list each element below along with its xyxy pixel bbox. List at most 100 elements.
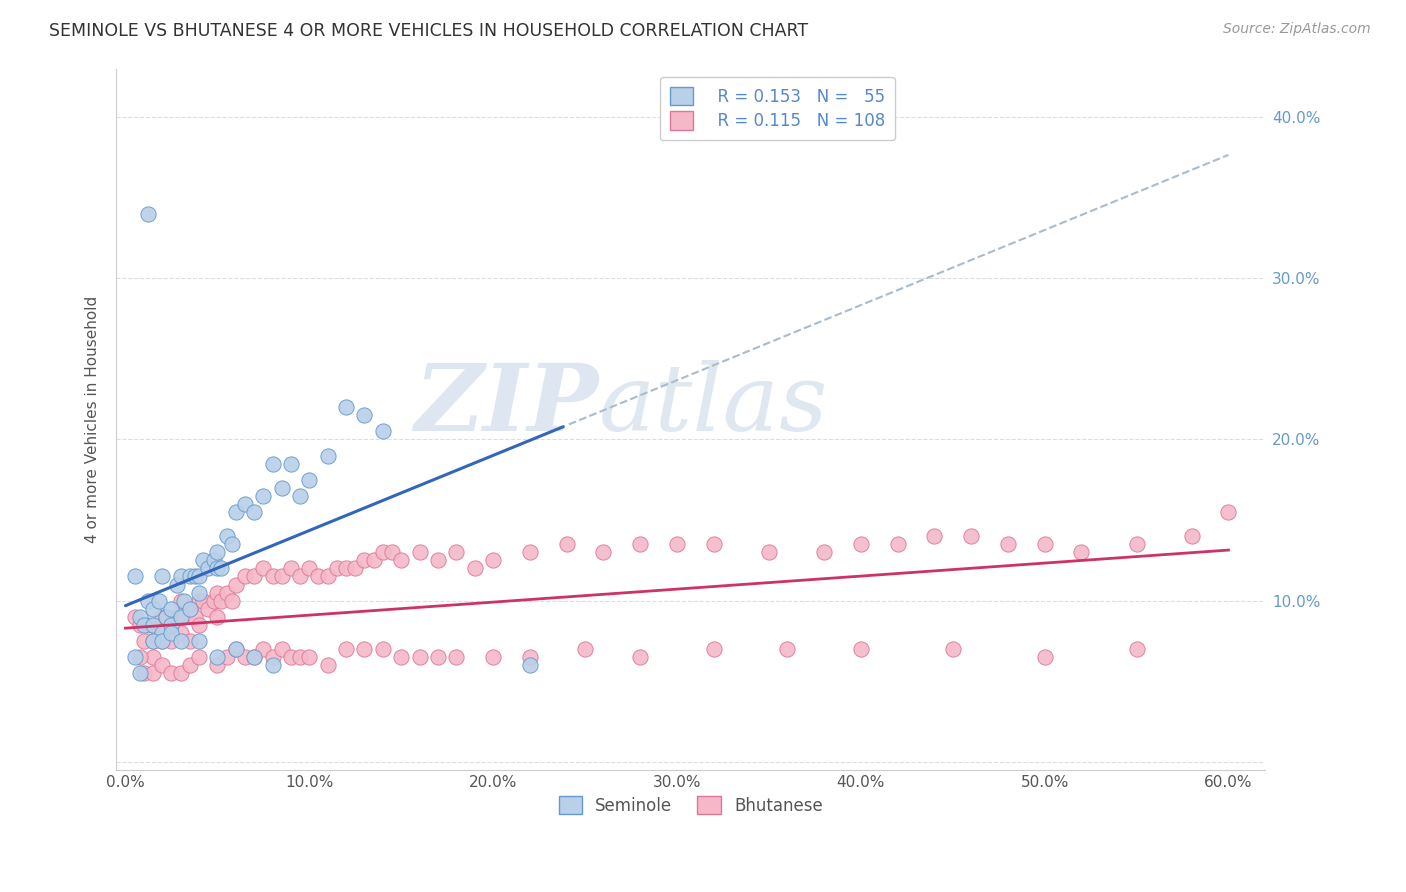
Point (446, 650, 468, 665)
Point (150, 569, 173, 583)
Point (188, 618, 211, 632)
Point (703, 642, 725, 657)
Point (202, 553, 225, 567)
Point (298, 473, 321, 487)
Point (233, 569, 256, 583)
Point (188, 634, 211, 648)
Point (270, 642, 292, 657)
Point (371, 545, 394, 559)
Point (288, 489, 311, 503)
Point (371, 425, 394, 439)
Point (1125, 642, 1147, 657)
Point (270, 569, 292, 583)
Point (136, 207, 159, 221)
Point (1033, 537, 1056, 551)
Point (344, 561, 367, 575)
Point (758, 545, 780, 559)
Point (207, 585, 229, 599)
Point (519, 650, 541, 665)
Point (280, 561, 302, 575)
Point (1181, 529, 1204, 543)
Point (160, 666, 183, 681)
Point (173, 593, 195, 607)
Point (243, 650, 266, 665)
Point (353, 642, 375, 657)
Point (136, 593, 159, 607)
Point (150, 609, 173, 624)
Point (665, 537, 688, 551)
Point (160, 601, 183, 615)
Point (574, 642, 596, 657)
Point (233, 650, 256, 665)
Point (207, 545, 229, 559)
Point (179, 634, 201, 648)
Point (142, 634, 165, 648)
Point (262, 569, 284, 583)
Point (221, 537, 243, 551)
Point (150, 658, 173, 673)
Point (124, 569, 146, 583)
Point (381, 545, 404, 559)
Point (335, 642, 357, 657)
Point (262, 457, 284, 471)
Point (142, 666, 165, 681)
Point (363, 553, 385, 567)
Point (628, 537, 651, 551)
Point (188, 593, 211, 607)
Point (188, 650, 211, 665)
Point (408, 650, 430, 665)
Point (142, 601, 165, 615)
Point (160, 626, 183, 640)
Point (298, 561, 321, 575)
Point (179, 569, 201, 583)
Point (316, 449, 339, 463)
Point (335, 561, 357, 575)
Point (169, 634, 191, 648)
Point (150, 634, 173, 648)
Text: ZIP: ZIP (415, 360, 599, 450)
Point (252, 561, 274, 575)
Text: SEMINOLE VS BHUTANESE 4 OR MORE VEHICLES IN HOUSEHOLD CORRELATION CHART: SEMINOLE VS BHUTANESE 4 OR MORE VEHICLES… (49, 22, 808, 40)
Point (215, 529, 238, 543)
Point (1033, 650, 1056, 665)
Point (191, 593, 214, 607)
Point (1125, 537, 1147, 551)
Point (288, 650, 311, 665)
Legend: Seminole, Bhutanese: Seminole, Bhutanese (548, 786, 832, 825)
Point (169, 626, 191, 640)
Point (207, 650, 229, 665)
Point (197, 561, 219, 575)
Point (202, 593, 225, 607)
Point (129, 650, 152, 665)
Point (215, 585, 238, 599)
Point (262, 658, 284, 673)
Point (519, 658, 541, 673)
Point (169, 593, 191, 607)
Point (173, 609, 195, 624)
Point (191, 553, 214, 567)
Point (166, 609, 188, 624)
Point (371, 642, 394, 657)
Point (184, 569, 207, 583)
Point (166, 577, 188, 591)
Point (280, 457, 302, 471)
Point (179, 601, 201, 615)
Point (389, 553, 412, 567)
Point (446, 545, 468, 559)
Point (942, 642, 965, 657)
Point (150, 626, 173, 640)
Point (482, 553, 505, 567)
Point (997, 537, 1019, 551)
Point (326, 561, 349, 575)
Text: Source: ZipAtlas.com: Source: ZipAtlas.com (1223, 22, 1371, 37)
Point (132, 618, 155, 632)
Point (353, 409, 375, 423)
Point (207, 609, 229, 624)
Point (270, 481, 292, 495)
Point (142, 650, 165, 665)
Point (464, 561, 486, 575)
Point (308, 569, 330, 583)
Point (209, 593, 232, 607)
Point (155, 609, 177, 624)
Point (179, 658, 201, 673)
